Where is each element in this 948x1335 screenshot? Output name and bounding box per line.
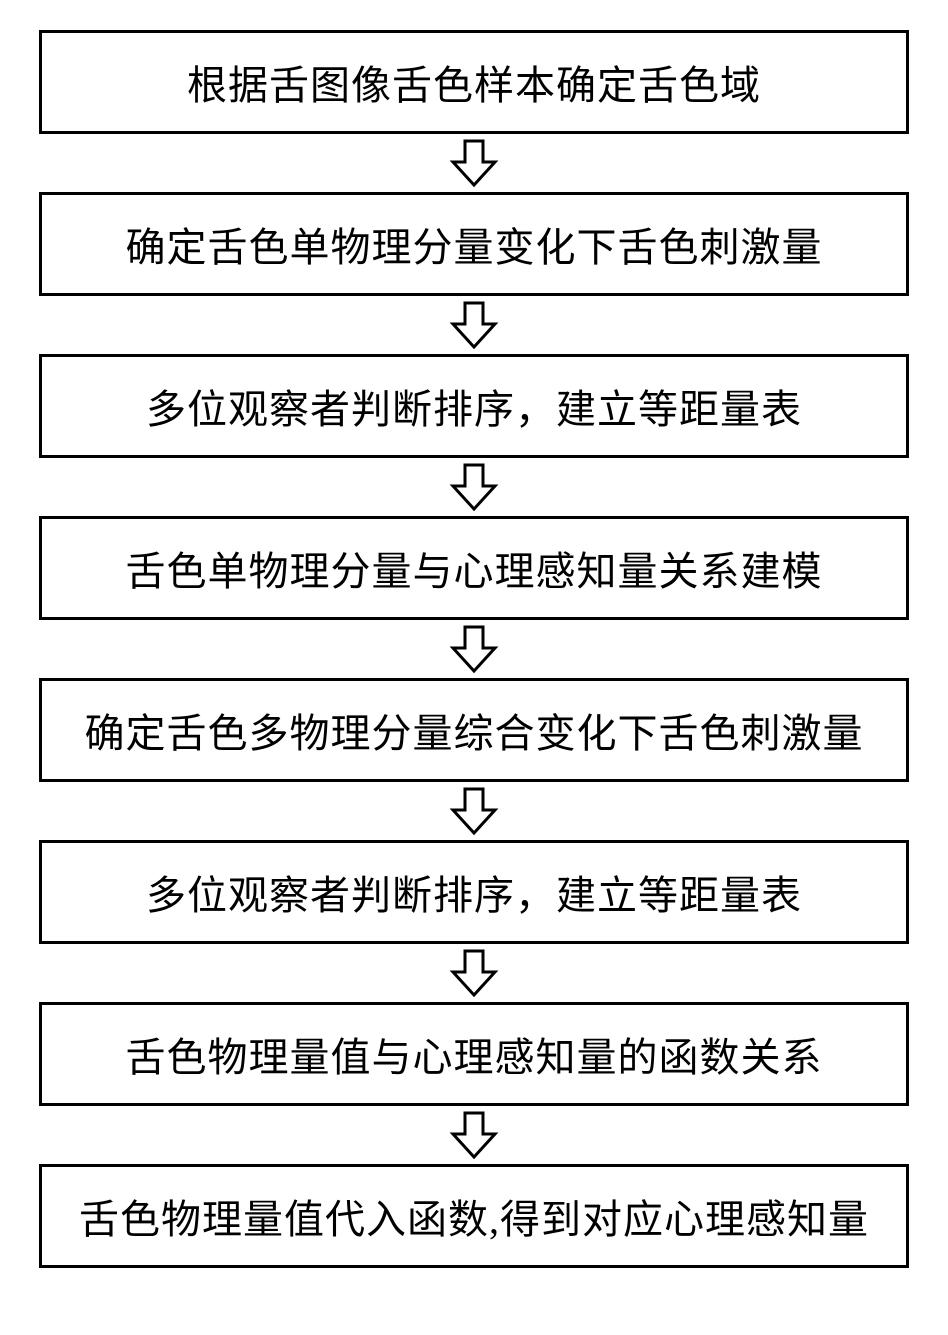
arrow-container (449, 458, 499, 516)
flow-step-1: 根据舌图像舌色样本确定舌色域 (39, 30, 909, 134)
flow-step-5: 确定舌色多物理分量综合变化下舌色刺激量 (39, 678, 909, 782)
flow-step-label: 根据舌图像舌色样本确定舌色域 (187, 53, 761, 111)
flow-step-2: 确定舌色单物理分量变化下舌色刺激量 (39, 192, 909, 296)
flow-step-3: 多位观察者判断排序，建立等距量表 (39, 354, 909, 458)
down-arrow-icon (449, 138, 499, 188)
flow-step-label: 舌色物理量值代入函数,得到对应心理感知量 (79, 1187, 869, 1245)
arrow-container (449, 782, 499, 840)
flow-step-label: 舌色单物理分量与心理感知量关系建模 (126, 539, 823, 597)
down-arrow-icon (449, 1110, 499, 1160)
down-arrow-icon (449, 462, 499, 512)
arrow-container (449, 944, 499, 1002)
down-arrow-icon (449, 786, 499, 836)
arrow-container (449, 1106, 499, 1164)
flow-step-7: 舌色物理量值与心理感知量的函数关系 (39, 1002, 909, 1106)
flow-step-8: 舌色物理量值代入函数,得到对应心理感知量 (39, 1164, 909, 1268)
flow-step-6: 多位观察者判断排序，建立等距量表 (39, 840, 909, 944)
arrow-container (449, 620, 499, 678)
arrow-container (449, 296, 499, 354)
flow-step-label: 舌色物理量值与心理感知量的函数关系 (126, 1025, 823, 1083)
down-arrow-icon (449, 948, 499, 998)
flow-step-4: 舌色单物理分量与心理感知量关系建模 (39, 516, 909, 620)
arrow-container (449, 134, 499, 192)
flow-step-label: 多位观察者判断排序，建立等距量表 (146, 377, 802, 435)
flow-step-label: 确定舌色多物理分量综合变化下舌色刺激量 (85, 701, 864, 759)
down-arrow-icon (449, 300, 499, 350)
flow-step-label: 确定舌色单物理分量变化下舌色刺激量 (126, 215, 823, 273)
down-arrow-icon (449, 624, 499, 674)
flow-step-label: 多位观察者判断排序，建立等距量表 (146, 863, 802, 921)
